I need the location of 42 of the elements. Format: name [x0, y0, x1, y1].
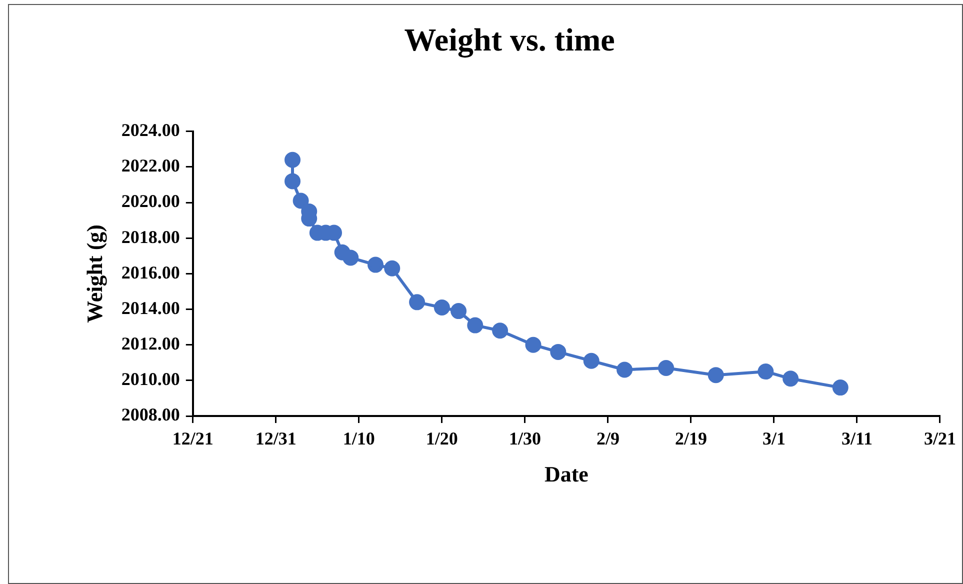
point: [434, 299, 450, 316]
x-tick-label: 12/21: [172, 428, 214, 448]
point: [284, 173, 301, 190]
point: [492, 322, 508, 339]
y-tick-label: 2022.00: [121, 156, 180, 176]
point: [342, 250, 359, 266]
x-tick-label: 2/19: [674, 428, 707, 448]
x-tick-label: 3/1: [762, 428, 786, 448]
point: [384, 260, 400, 276]
chart-title: Weight vs. time: [404, 21, 615, 58]
x-tick-label: 1/10: [342, 428, 375, 448]
y-tick-label: 2012.00: [121, 334, 180, 354]
point: [616, 362, 633, 378]
point: [708, 367, 724, 384]
y-tick-label: 2014.00: [121, 298, 180, 318]
point: [467, 317, 484, 334]
point: [284, 152, 301, 168]
y-tick-label: 2008.00: [121, 404, 180, 425]
point: [658, 360, 674, 376]
x-tick-label: 2/9: [596, 428, 620, 448]
y-tick-label: 2020.00: [121, 191, 180, 212]
x-tick-label: 1/30: [508, 428, 541, 448]
y-tick-label: 2018.00: [121, 226, 180, 247]
point: [832, 380, 848, 396]
point: [409, 294, 426, 310]
point: [782, 370, 799, 387]
point: [368, 256, 384, 273]
point: [758, 364, 774, 380]
y-tick-label: 2010.00: [121, 369, 180, 390]
point: [450, 303, 467, 320]
point: [292, 192, 309, 209]
y-axis-title: Weight (g): [82, 224, 107, 323]
x-tick-label: 12/31: [255, 428, 296, 448]
y-tick-label: 2024.00: [121, 120, 180, 140]
x-tick-label: 3/11: [841, 428, 872, 448]
y-tick-label: 2016.00: [121, 262, 180, 282]
x-tick-label: 3/21: [924, 428, 956, 448]
x-tick-label: 1/20: [426, 428, 458, 448]
point: [583, 352, 600, 369]
point: [525, 336, 542, 353]
x-axis-title: Date: [544, 461, 589, 486]
point: [550, 344, 566, 360]
